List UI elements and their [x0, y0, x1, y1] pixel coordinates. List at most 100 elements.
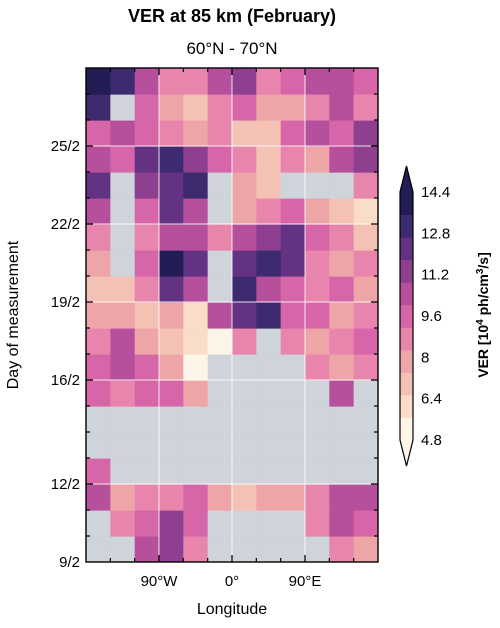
- heatmap-cell: [329, 68, 355, 95]
- missing-cell: [110, 406, 136, 433]
- heatmap-cell: [86, 94, 111, 121]
- missing-cell: [280, 458, 306, 485]
- missing-cell: [207, 354, 233, 381]
- heatmap-cell: [305, 250, 330, 277]
- heatmap-cell: [134, 276, 160, 303]
- heatmap-cell: [207, 224, 233, 251]
- heatmap-cell: [159, 172, 184, 199]
- heatmap-cell: [159, 536, 184, 562]
- heatmap-cell: [232, 250, 257, 277]
- missing-cell: [110, 536, 136, 562]
- colorbar-segment: [400, 237, 413, 261]
- missing-cell: [159, 458, 184, 485]
- heatmap-cell: [353, 484, 378, 511]
- missing-cell: [256, 328, 282, 355]
- heatmap-cell: [86, 380, 111, 407]
- heatmap-cell: [353, 536, 378, 562]
- heatmap-cell: [207, 146, 233, 173]
- heatmap-cell: [183, 120, 209, 147]
- heatmap-cell: [159, 354, 184, 381]
- heatmap-cell: [183, 276, 209, 303]
- heatmap-cell: [305, 224, 330, 251]
- heatmap-cell: [159, 94, 184, 121]
- colorbar-tick-label: 4.8: [421, 432, 442, 449]
- missing-cell: [305, 536, 330, 562]
- missing-cell: [256, 406, 282, 433]
- x-tick-label: 0°: [225, 573, 239, 590]
- heatmap-cell: [232, 120, 257, 147]
- missing-cell: [134, 406, 160, 433]
- colorbar-extend-min: [400, 440, 413, 466]
- chart-subtitle: 60°N - 70°N: [186, 39, 277, 58]
- heatmap-cell: [329, 328, 355, 355]
- heatmap-cell: [159, 224, 184, 251]
- missing-cell: [207, 458, 233, 485]
- heatmap-cell: [86, 146, 111, 173]
- colorbar: [399, 165, 414, 467]
- missing-cell: [232, 432, 257, 459]
- missing-cell: [86, 432, 111, 459]
- missing-cell: [207, 406, 233, 433]
- heatmap-cell: [86, 68, 111, 95]
- heatmap-cell: [353, 328, 378, 355]
- heatmap-cell: [232, 172, 257, 199]
- colorbar-segment: [400, 327, 413, 351]
- missing-cell: [110, 432, 136, 459]
- heatmap-cell: [110, 146, 136, 173]
- heatmap-cell: [159, 328, 184, 355]
- heatmap-cell: [305, 354, 330, 381]
- missing-cell: [110, 458, 136, 485]
- colorbar-outline: [399, 165, 414, 467]
- missing-cell: [207, 276, 233, 303]
- missing-cell: [207, 510, 233, 537]
- heatmap-cell: [329, 120, 355, 147]
- heatmap-cell: [329, 146, 355, 173]
- missing-cell: [256, 432, 282, 459]
- heatmap-cell: [329, 94, 355, 121]
- heatmap-cell: [305, 276, 330, 303]
- heatmap-cell: [353, 172, 378, 199]
- heatmap-cell: [86, 120, 111, 147]
- heatmap-cell: [329, 510, 355, 537]
- heatmap-cell: [134, 172, 160, 199]
- heatmap-cell: [232, 302, 257, 329]
- heatmap-cell: [86, 172, 111, 199]
- missing-cell: [159, 432, 184, 459]
- heatmap-cell: [256, 120, 282, 147]
- heatmap-cell: [280, 224, 306, 251]
- heatmap-cell: [305, 198, 330, 225]
- missing-cell: [256, 536, 282, 562]
- heatmap-cell: [305, 94, 330, 121]
- heatmap-cell: [232, 276, 257, 303]
- heatmap-cell: [280, 198, 306, 225]
- heatmap-cell: [134, 510, 160, 537]
- colorbar-tick-label: 8: [421, 349, 429, 366]
- heatmap-cell: [110, 328, 136, 355]
- heatmap-cell: [159, 198, 184, 225]
- y-axis-ticks: 9/2 12/2 16/2 19/2 22/2 25/2: [51, 93, 378, 571]
- colorbar-label-end: /s]: [475, 252, 491, 268]
- missing-cell: [159, 406, 184, 433]
- y-tick-label: 9/2: [59, 554, 80, 571]
- heatmap-cell: [110, 510, 136, 537]
- heatmap-cell: [329, 198, 355, 225]
- heatmap-cell: [280, 484, 306, 511]
- x-tick-label: 90°W: [141, 573, 179, 590]
- heatmap-cell: [159, 380, 184, 407]
- heatmap-cell: [86, 354, 111, 381]
- heatmap-cell: [134, 198, 160, 225]
- y-axis-label: Day of measurement: [5, 240, 22, 389]
- missing-cell: [183, 406, 209, 433]
- heatmap-cell: [110, 120, 136, 147]
- heatmap-cell: [280, 302, 306, 329]
- colorbar-tick-label: 6.4: [421, 391, 442, 408]
- missing-cell: [110, 172, 136, 199]
- missing-cell: [256, 354, 282, 381]
- missing-cell: [86, 510, 111, 537]
- heatmap-cell: [183, 510, 209, 537]
- missing-cell: [232, 354, 257, 381]
- missing-cell: [232, 380, 257, 407]
- heatmap-cell: [134, 302, 160, 329]
- missing-cell: [207, 250, 233, 277]
- colorbar-label-sup1: 4: [475, 319, 486, 325]
